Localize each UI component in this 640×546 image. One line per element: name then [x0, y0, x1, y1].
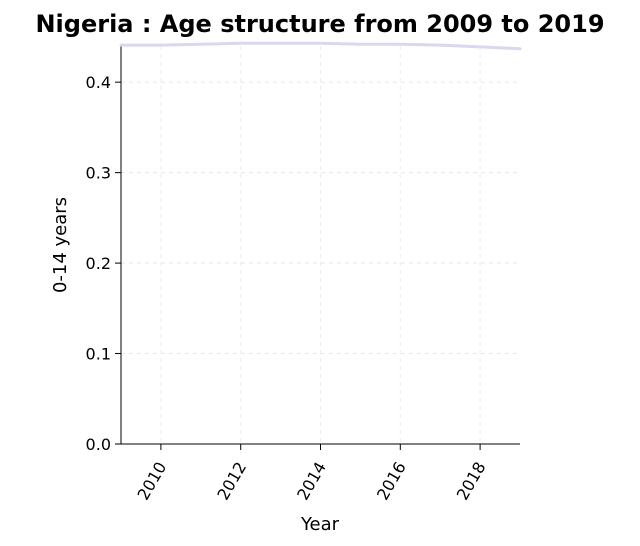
y-tick-label: 0.3: [86, 164, 111, 183]
y-axis-ticks: 0.0 0.1 0.2 0.3 0.4: [86, 73, 121, 454]
series-group: [119, 41, 522, 51]
y-tick-label: 0.0: [86, 435, 111, 454]
chart-title: Nigeria : Age structure from 2009 to 201…: [35, 10, 604, 38]
x-axis-ticks: 2010 2012 2014 2016 2018: [134, 444, 490, 503]
y-tick-label: 0.2: [86, 254, 111, 273]
x-tick-label: 2010: [134, 459, 171, 504]
y-axis-label: 0-14 years: [50, 197, 71, 293]
x-axis-label: Year: [300, 514, 340, 535]
x-tick-label: 2012: [213, 459, 250, 504]
x-tick-label: 2014: [293, 459, 330, 504]
series-line: [119, 41, 522, 51]
y-tick-label: 0.1: [86, 345, 111, 364]
x-tick-label: 2018: [453, 458, 490, 503]
grid-lines: [121, 46, 520, 445]
x-tick-label: 2016: [373, 459, 410, 504]
y-tick-label: 0.4: [86, 73, 111, 92]
